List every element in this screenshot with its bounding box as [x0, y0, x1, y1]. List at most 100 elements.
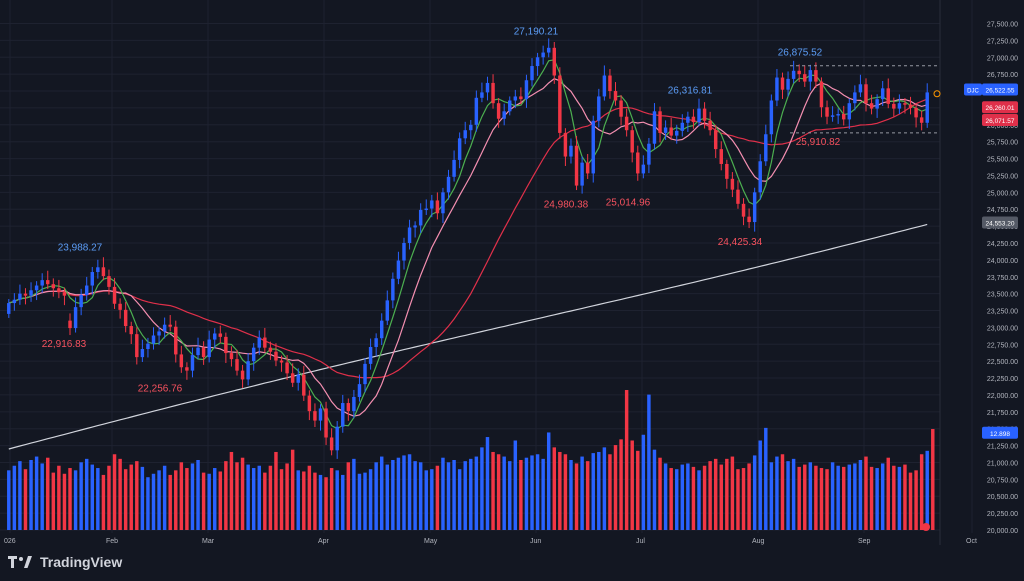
- candle-body: [691, 116, 696, 123]
- volume-bar: [268, 465, 273, 530]
- candle-body: [374, 338, 378, 347]
- price-tick-label: 21,250.00: [987, 444, 1018, 451]
- time-tick-label: Jun: [530, 538, 541, 545]
- volume-bar: [457, 469, 462, 530]
- volume-bar: [485, 437, 490, 530]
- volume-bar: [535, 454, 540, 530]
- volume-bar: [808, 462, 813, 530]
- candle-body: [118, 303, 122, 310]
- volume-bar: [686, 463, 690, 530]
- price-tick-label: 23,750.00: [987, 275, 1018, 282]
- volume-bar: [402, 455, 406, 530]
- volume-bar: [263, 472, 267, 530]
- candle-body: [385, 300, 390, 321]
- candle-body: [240, 370, 245, 380]
- candle-body: [730, 178, 735, 190]
- candle-body: [29, 290, 33, 296]
- candle-body: [79, 294, 83, 308]
- volume-bar: [719, 464, 723, 530]
- volume-bar: [647, 394, 651, 530]
- candle-body: [12, 299, 17, 304]
- candle-body: [73, 307, 78, 329]
- volume-bar: [296, 470, 300, 530]
- volume-bar: [84, 458, 89, 530]
- volume-bar: [858, 460, 863, 530]
- moving-average-mid: [8, 78, 928, 417]
- price-annotation: 25,014.96: [606, 197, 651, 208]
- volume-bar: [853, 463, 857, 530]
- volume-bar: [368, 469, 373, 530]
- candle-body: [357, 384, 362, 397]
- candle-body: [574, 145, 579, 186]
- price-tick-label: 24,000.00: [987, 258, 1018, 265]
- volume-bar: [797, 466, 801, 530]
- candle-body: [585, 162, 590, 174]
- volume-bar: [897, 466, 902, 530]
- volume-bar: [185, 468, 189, 530]
- volume-bar: [841, 466, 846, 530]
- candle-body: [496, 103, 501, 119]
- volume-bar: [179, 462, 184, 530]
- candle-body: [407, 227, 412, 243]
- moving-average-fast: [8, 59, 928, 430]
- volume-bar: [413, 461, 417, 530]
- candle-body: [669, 127, 673, 136]
- volume-bar: [814, 465, 818, 530]
- candle-body: [129, 326, 133, 335]
- volume-bar: [218, 471, 223, 530]
- candle-body: [96, 267, 100, 273]
- volume-bar: [62, 473, 67, 530]
- volume-bar: [636, 450, 640, 530]
- price-tick-label: 23,500.00: [987, 292, 1018, 299]
- brand: TradingView: [8, 552, 122, 572]
- volume-bar: [702, 465, 707, 530]
- volume-bar: [864, 456, 868, 530]
- brand-name: TradingView: [40, 554, 123, 570]
- price-tick-label: 25,250.00: [987, 173, 1018, 180]
- candle-body: [201, 347, 206, 358]
- volume-bar: [418, 462, 423, 530]
- candle-body: [313, 411, 317, 421]
- candle-body: [775, 77, 779, 101]
- volume-bar: [135, 461, 139, 530]
- candle-body: [853, 92, 857, 104]
- volume-bar: [908, 472, 913, 530]
- volume-bar: [246, 464, 250, 530]
- price-tag-label: 26,522.55: [986, 88, 1015, 95]
- candle-body: [502, 111, 506, 119]
- candle-body: [7, 303, 11, 314]
- time-tick-label: Apr: [318, 538, 330, 545]
- volume-bar: [546, 432, 551, 530]
- volume-bar: [597, 451, 601, 530]
- volume-bar: [730, 456, 735, 530]
- price-annotation: 27,190.21: [514, 26, 559, 37]
- candle-body: [218, 333, 223, 337]
- price-tick-label: 22,500.00: [987, 359, 1018, 366]
- volume-bar: [129, 464, 133, 530]
- candle-body: [652, 111, 657, 144]
- volume-bar: [224, 461, 228, 530]
- candle-body: [318, 408, 323, 421]
- candle-body: [146, 343, 150, 350]
- volume-bar: [140, 466, 145, 530]
- volume-bar: [613, 445, 618, 530]
- price-tick-label: 22,000.00: [987, 393, 1018, 400]
- candle-body: [841, 114, 846, 120]
- candle-body: [379, 320, 384, 339]
- volume-bar: [96, 468, 100, 530]
- candle-body: [84, 285, 89, 295]
- volume-bar: [118, 458, 122, 530]
- candle-body: [40, 280, 44, 286]
- volume-bar: [307, 465, 312, 530]
- volume-bar: [608, 454, 612, 530]
- volume-bar: [769, 462, 774, 530]
- candle-body: [179, 354, 184, 368]
- price-tick-label: 27,250.00: [987, 38, 1018, 45]
- volume-bar: [157, 470, 161, 530]
- tradingview-logo-icon: [8, 556, 32, 568]
- volume-bar: [563, 454, 568, 530]
- candle-body: [307, 395, 312, 412]
- volume-bar: [341, 474, 345, 530]
- volume-bar: [752, 455, 757, 530]
- volume-bar: [830, 462, 835, 530]
